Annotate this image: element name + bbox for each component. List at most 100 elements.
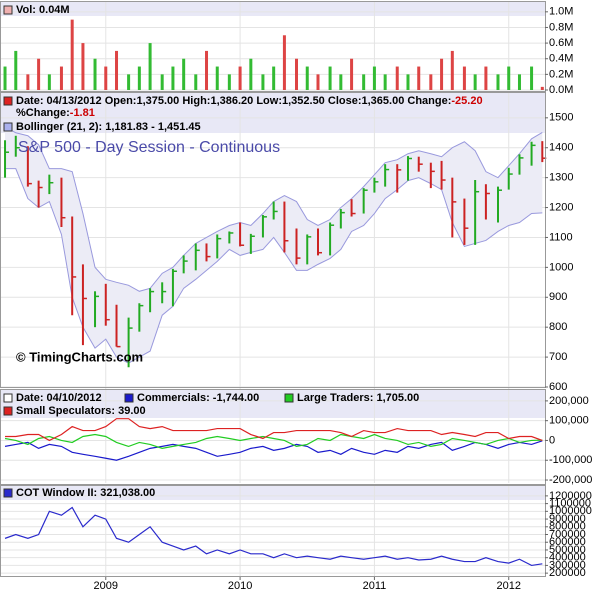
legend-label: COT Window II: 321,038.00	[16, 487, 155, 499]
volume-bar	[215, 66, 219, 90]
volume-bar	[316, 74, 320, 90]
volume-bar	[26, 74, 30, 90]
y-tick-label: 800000	[549, 521, 586, 533]
header-item: Change:	[407, 95, 451, 107]
y-tick-label: 200000	[549, 567, 586, 579]
header-band	[1, 2, 545, 16]
legend-swatch	[3, 488, 13, 498]
legend-swatch	[124, 393, 134, 403]
y-tick-label: 0.8M	[549, 21, 573, 33]
panel-frame	[0, 389, 546, 485]
y-tick-label: 1000	[549, 261, 573, 273]
header-band	[1, 93, 545, 133]
legend-swatch	[3, 393, 13, 403]
volume-bar	[127, 74, 131, 90]
y-tick-label: 1000000	[549, 505, 592, 517]
volume-bar	[440, 58, 444, 90]
volume-bar	[295, 58, 299, 90]
volume-bar	[37, 58, 41, 90]
volume-bar	[227, 74, 231, 90]
header-value: -25.20	[451, 95, 482, 107]
volume-bar	[272, 66, 276, 90]
y-tick-label: 0.0M	[549, 84, 573, 96]
volume-bar	[406, 74, 410, 90]
y-tick-label: 900000	[549, 513, 586, 525]
y-tick-label: -200,000	[549, 474, 592, 486]
y-tick-label: 400000	[549, 552, 586, 564]
legend-label: Bollinger (21, 2): 1,181.83 - 1,451.45	[16, 121, 201, 133]
volume-bar	[47, 74, 51, 90]
volume-bar	[362, 74, 366, 90]
y-tick-label: 1200	[549, 201, 573, 213]
volume-bar	[462, 66, 466, 90]
x-tick-label: 2012	[496, 580, 520, 592]
x-tick-label: 2009	[94, 580, 118, 592]
y-tick-label: 100,000	[549, 415, 589, 427]
volume-bar	[350, 58, 354, 90]
cot-header: Date: 04/10/2012	[16, 392, 102, 404]
volume-bar	[540, 86, 544, 90]
header-band	[1, 390, 545, 418]
panel	[1, 2, 545, 91]
volume-bar	[328, 66, 332, 90]
panel-backgrounds	[1, 2, 545, 500]
volume-bar	[473, 74, 477, 90]
legend-label: Commercials: -1,744.00	[137, 392, 259, 404]
price-header: %Change:-1.81	[16, 107, 95, 119]
header-item: Low:1,352.50	[256, 95, 324, 107]
volume-bar	[14, 50, 18, 90]
volume-bar	[160, 74, 164, 90]
y-tick-label: 1100	[549, 231, 573, 243]
volume-bar	[70, 19, 74, 90]
y-tick-label: 1400	[549, 142, 573, 154]
legend-swatch	[3, 406, 13, 416]
volume-bar	[182, 58, 186, 90]
volume-bar	[93, 58, 97, 90]
y-tick-label: 600000	[549, 536, 586, 548]
volume-bar	[205, 50, 209, 90]
header-value: -1.81	[70, 107, 95, 119]
annotation: © TimingCharts.com	[16, 349, 143, 364]
volume-bar	[417, 66, 421, 90]
x-tick-label: 2010	[228, 580, 252, 592]
legend-label: Vol: 0.04M	[16, 4, 70, 16]
header-item: Date: 04/13/2012	[16, 95, 102, 107]
series-line	[5, 418, 543, 442]
volume-bar	[148, 43, 152, 90]
headers: Vol: 0.04M Date: 04/13/2012 Open:1,375.0…	[3, 4, 483, 499]
volume-bar	[137, 66, 141, 90]
y-tick-label: 0	[549, 434, 555, 446]
volume-bar	[249, 58, 253, 90]
volume-bar	[3, 66, 7, 90]
volume-bar	[517, 74, 521, 90]
axes: 0.0M 0.2M 0.4M 0.6M 0.8M 1.0M 600 700 800 900 1000…	[94, 6, 592, 592]
volume-bar	[395, 66, 399, 90]
y-tick-label: 800	[549, 321, 567, 333]
volume-bar	[171, 66, 175, 90]
volume-bar	[59, 66, 63, 90]
volume-bar	[115, 50, 119, 90]
y-tick-label: 1500	[549, 112, 573, 124]
volume-bar	[81, 43, 85, 90]
y-tick-label: 500000	[549, 544, 586, 556]
header-item: Open:1,375.00	[105, 95, 180, 107]
panel-frame	[0, 92, 546, 388]
y-tick-label: 1.0M	[549, 6, 573, 18]
volume-bar	[261, 74, 265, 90]
y-tick-label: 600	[549, 381, 567, 393]
volume-bar	[282, 35, 286, 90]
header-band	[1, 486, 545, 500]
y-tick-label: -100,000	[549, 454, 592, 466]
y-tick-label: 700	[549, 351, 567, 363]
panel-frame	[0, 1, 546, 92]
volume-bar	[450, 50, 454, 90]
series-line	[4, 506, 543, 567]
volume-bar	[429, 74, 433, 90]
legend-label: Small Speculators: 39.00	[16, 405, 146, 417]
y-tick-label: 0.2M	[549, 68, 573, 80]
volume-bar	[194, 74, 198, 90]
y-tick-label: 900	[549, 291, 567, 303]
series-line	[4, 433, 543, 449]
frames	[0, 1, 546, 577]
y-tick-label: 1100000	[549, 498, 591, 510]
